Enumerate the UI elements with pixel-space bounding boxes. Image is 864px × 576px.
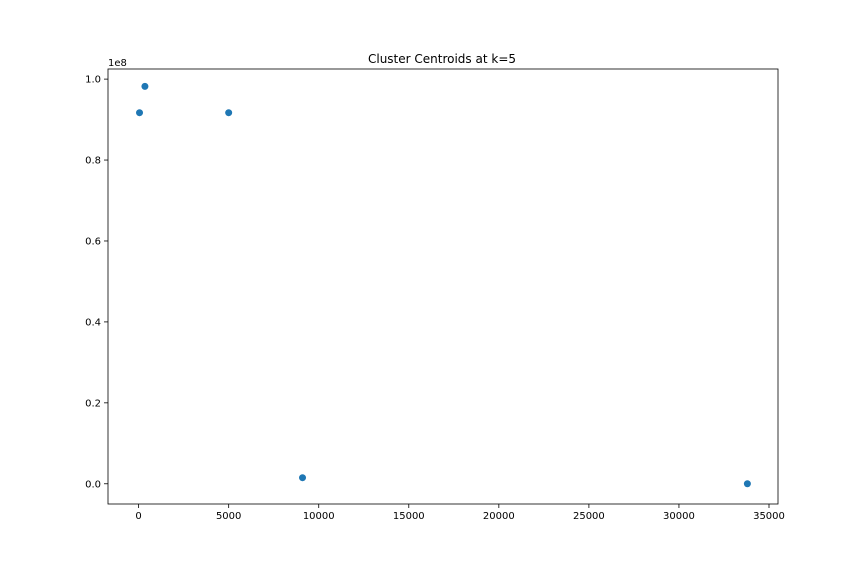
x-tick-label: 0: [135, 511, 141, 522]
chart-title: Cluster Centroids at k=5: [368, 52, 516, 66]
y-tick-label: 0.4: [85, 317, 101, 328]
data-point: [136, 109, 144, 117]
x-tick-label: 30000: [663, 511, 695, 522]
data-point: [299, 474, 307, 482]
x-tick-label: 5000: [216, 511, 241, 522]
x-tick-label: 15000: [393, 511, 425, 522]
data-point: [743, 480, 751, 488]
y-offset-label: 1e8: [108, 58, 127, 69]
x-tick-label: 25000: [573, 511, 605, 522]
y-tick-label: 0.6: [85, 236, 101, 247]
x-tick-label: 35000: [753, 511, 785, 522]
data-point: [225, 109, 233, 117]
data-point: [141, 82, 149, 90]
plot-area: 0 5000 10000 15000 20000 25000 30000 35000 0.0 0.…: [85, 68, 785, 522]
x-tick-label: 10000: [303, 511, 335, 522]
x-tick-label: 20000: [483, 511, 515, 522]
y-tick-label: 1.0: [85, 75, 101, 86]
y-tick-label: 0.2: [85, 398, 101, 409]
y-tick-label: 0.0: [85, 479, 101, 490]
y-tick-label: 0.8: [85, 156, 101, 167]
axes-frame: [107, 68, 779, 505]
